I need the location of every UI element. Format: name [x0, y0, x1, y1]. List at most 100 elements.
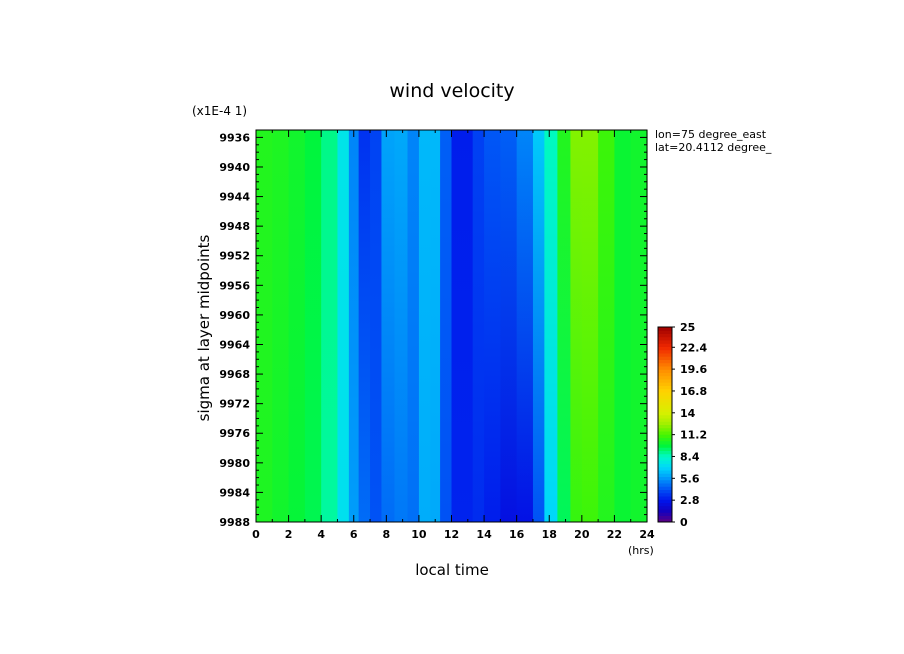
colorbar-tick-label: 5.6 — [680, 472, 700, 485]
heatmap-cell — [337, 130, 350, 522]
heatmap-cell — [288, 130, 306, 522]
colorbar-segment — [658, 427, 672, 432]
colorbar-segment — [658, 512, 672, 516]
x-tick-label: 20 — [574, 528, 590, 541]
colorbar-segment — [658, 437, 672, 442]
colorbar-segment — [658, 496, 672, 500]
y-tick-label: 9936 — [219, 131, 250, 144]
colorbar-segment — [658, 499, 672, 503]
heatmap-cell — [418, 130, 431, 522]
colorbar-segment — [658, 509, 672, 513]
heatmap-cell — [407, 130, 420, 522]
heatmap-cell — [557, 130, 572, 522]
colorbar-segment — [658, 479, 672, 484]
colorbar-segment — [658, 489, 672, 494]
y-tick-label: 9940 — [219, 161, 250, 174]
colorbar-segment — [658, 450, 672, 455]
colorbar-segment — [658, 392, 672, 396]
colorbar-tick-label: 14 — [680, 407, 696, 420]
scale-note: (x1E-4 1) — [192, 104, 248, 118]
lat-annotation: lat=20.4112 degree_ — [655, 141, 772, 154]
colorbar-segment — [658, 405, 672, 409]
colorbar-segment — [658, 388, 672, 393]
colorbar-segment — [658, 466, 672, 471]
x-axis-units: (hrs) — [628, 544, 654, 557]
heatmap-cell — [544, 130, 558, 522]
colorbar-segment — [658, 408, 672, 412]
colorbar-segment — [658, 375, 672, 380]
x-tick-label: 10 — [411, 528, 427, 541]
colorbar-tick-label: 0 — [680, 516, 688, 529]
colorbar-segment — [658, 401, 672, 406]
colorbar-segment — [658, 470, 672, 474]
colorbar-tick-label: 19.6 — [680, 363, 707, 376]
colorbar-segment — [658, 340, 672, 344]
colorbar-segment — [658, 434, 672, 438]
heatmap-cell — [256, 130, 273, 522]
x-tick-label: 6 — [350, 528, 358, 541]
colorbar-segment — [658, 356, 672, 360]
colorbar-segment — [658, 333, 672, 338]
heatmap-cell — [472, 130, 485, 522]
heatmap-cell — [321, 130, 339, 522]
colorbar-segment — [658, 483, 672, 487]
y-tick-label: 9944 — [219, 191, 250, 204]
colorbar-tick-label: 2.8 — [680, 494, 700, 507]
heatmap-cell — [630, 130, 648, 522]
x-tick-label: 16 — [509, 528, 525, 541]
colorbar-segment — [658, 398, 672, 403]
y-tick-label: 9988 — [219, 516, 250, 529]
y-tick-label: 9964 — [219, 338, 250, 351]
colorbar-tick-label: 25 — [680, 321, 695, 334]
y-tick-label: 9956 — [219, 279, 250, 292]
heatmap-cell — [440, 130, 453, 522]
heatmap-cell — [500, 130, 518, 522]
y-tick-label: 9960 — [219, 309, 250, 322]
x-tick-label: 14 — [476, 528, 492, 541]
colorbar-segment — [658, 382, 672, 386]
colorbar-tick-label: 8.4 — [680, 450, 700, 463]
colorbar-tick-label: 22.4 — [680, 341, 707, 354]
heatmap-cell — [462, 130, 474, 522]
colorbar-segment — [658, 460, 672, 464]
colorbar-segment — [658, 518, 672, 523]
colorbar-segment — [658, 457, 672, 461]
heatmap-cell — [598, 130, 616, 522]
colorbar-tick-label: 11.2 — [680, 429, 707, 442]
colorbar-segment — [658, 421, 672, 425]
heatmap-cell — [614, 130, 632, 522]
colorbar-segment — [658, 379, 672, 383]
colorbar-segment — [658, 327, 672, 331]
x-tick-label: 18 — [542, 528, 557, 541]
colorbar-segment — [658, 369, 672, 373]
colorbar-segment — [658, 385, 672, 390]
heatmap-cell — [381, 130, 396, 522]
x-tick-label: 12 — [444, 528, 459, 541]
colorbar-segment — [658, 505, 672, 510]
x-tick-label: 2 — [285, 528, 293, 541]
heatmap-cell — [451, 130, 464, 522]
colorbar-segment — [658, 366, 672, 370]
colorbar-frame — [657, 326, 673, 523]
colorbar-segment — [658, 424, 672, 429]
heatmap-cell — [358, 130, 371, 522]
heatmap-cell — [484, 130, 501, 522]
heatmap-cell — [394, 130, 409, 522]
x-tick-label: 8 — [383, 528, 391, 541]
colorbar-segment — [658, 418, 672, 422]
colorbar-segment — [658, 362, 672, 367]
x-tick-label: 4 — [317, 528, 325, 541]
heatmap-cell — [516, 130, 534, 522]
heatmap-cell — [532, 130, 545, 522]
heatmap-cell — [370, 130, 383, 522]
colorbar-segment — [658, 463, 672, 468]
heatmap-cell — [430, 130, 441, 522]
chart-title: wind velocity — [389, 80, 515, 102]
colorbar-segment — [658, 411, 672, 416]
colorbar-segment — [658, 330, 672, 334]
colorbar-segment — [658, 359, 672, 364]
lon-annotation: lon=75 degree_east — [655, 128, 767, 141]
y-tick-label: 9948 — [219, 220, 250, 233]
colorbar-segment — [658, 346, 672, 351]
